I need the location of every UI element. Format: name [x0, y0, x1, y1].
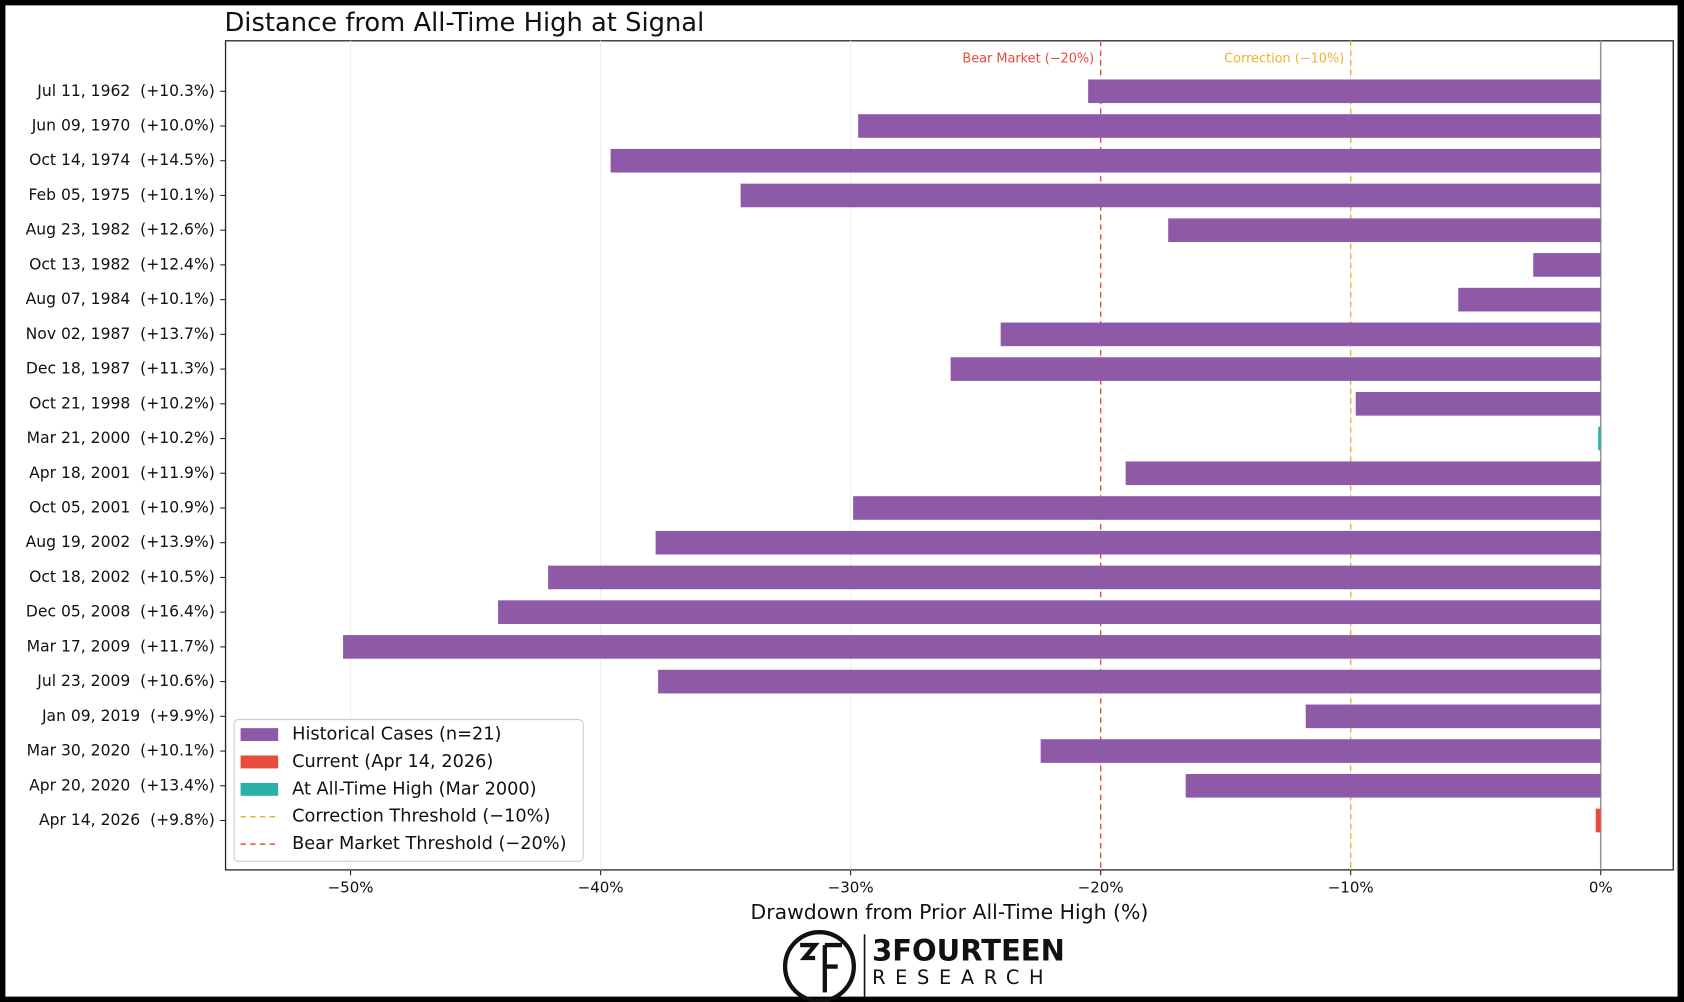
bar — [740, 183, 1601, 208]
x-tick-label: −40% — [578, 879, 624, 897]
bar — [858, 114, 1601, 138]
bar — [1598, 426, 1601, 451]
bar — [655, 530, 1601, 555]
y-tick-label: Mar 30, 2020 (+10.1%) — [27, 742, 215, 760]
y-tick-label: Aug 19, 2002 (+13.9%) — [26, 533, 215, 551]
bar — [1533, 253, 1601, 277]
reference-label: Correction (−10%) — [1224, 52, 1344, 67]
bar — [1595, 808, 1601, 833]
legend-swatch — [240, 728, 279, 742]
bar — [610, 148, 1601, 173]
legend-label: Bear Market Threshold (−20%) — [292, 834, 566, 854]
logo-sub: RESEARCH — [872, 966, 1053, 989]
legend-label: Current (Apr 14, 2026) — [292, 752, 493, 772]
bar — [498, 600, 1601, 624]
bar — [1040, 739, 1601, 763]
logo: 3FOURTEEN RESEARCH — [782, 930, 1065, 1002]
y-tick-label: Jun 09, 1970 (+10.0%) — [31, 117, 215, 135]
y-tick-label: Dec 18, 1987 (+11.3%) — [26, 360, 215, 378]
bar — [1355, 391, 1601, 416]
x-tick-label: 0% — [1589, 879, 1613, 897]
plot-area: −50% −40% −30% −20% −10% 0% Bear Market (−20%)… — [26, 40, 1674, 897]
legend-label: At All-Time High (Mar 2000) — [292, 779, 536, 799]
bar — [1458, 287, 1601, 312]
x-tick-label: −20% — [1078, 879, 1124, 897]
y-tick-label: Mar 17, 2009 (+11.7%) — [27, 637, 215, 655]
y-tick-label: Dec 05, 2008 (+16.4%) — [26, 603, 215, 621]
plot-frame — [224, 40, 1674, 871]
logo-mark — [799, 942, 842, 993]
x-tick-label: −50% — [328, 879, 374, 897]
bar — [853, 496, 1601, 520]
y-tick-label: Oct 13, 1982 (+12.4%) — [29, 255, 215, 273]
bar — [950, 357, 1601, 381]
bar — [1185, 773, 1601, 798]
bar — [1000, 322, 1601, 347]
bar — [658, 669, 1601, 694]
y-tick-label: Nov 02, 1987 (+13.7%) — [26, 325, 215, 343]
y-tick-label: Oct 21, 1998 (+10.2%) — [29, 394, 215, 412]
y-tick-label: Jul 23, 2009 (+10.6%) — [36, 672, 215, 690]
y-tick-label: Jul 11, 1962 (+10.3%) — [36, 82, 215, 100]
legend-swatch — [240, 755, 279, 769]
legend-box — [233, 719, 584, 862]
y-tick-label: Aug 23, 1982 (+12.6%) — [26, 221, 215, 239]
y-tick-label: Apr 14, 2026 (+9.8%) — [39, 811, 215, 829]
bar — [1168, 218, 1601, 242]
logo-circle — [782, 930, 856, 1002]
y-tick-label: Feb 05, 1975 (+10.1%) — [28, 186, 214, 204]
x-axis-label: Drawdown from Prior All-Time High (%) — [750, 900, 1148, 924]
bar — [343, 635, 1601, 659]
y-tick-label: Oct 14, 1974 (+14.5%) — [29, 151, 215, 169]
y-tick-label: Aug 07, 1984 (+10.1%) — [26, 290, 215, 308]
bar — [548, 565, 1601, 590]
x-tick-label: −30% — [828, 879, 874, 897]
y-tick-label: Apr 18, 2001 (+11.9%) — [29, 464, 215, 482]
logo-name: 3FOURTEEN — [872, 934, 1065, 968]
bar — [1088, 79, 1601, 104]
bar — [1305, 704, 1601, 729]
reference-label: Bear Market (−20%) — [962, 52, 1094, 67]
y-tick-label: Apr 20, 2020 (+13.4%) — [29, 776, 215, 794]
y-tick-label: Mar 21, 2000 (+10.2%) — [27, 429, 215, 447]
x-tick-label: −10% — [1328, 879, 1374, 897]
chart-title: Distance from All-Time High at Signal — [224, 8, 704, 38]
y-tick-label: Oct 05, 2001 (+10.9%) — [29, 498, 215, 516]
legend-label: Correction Threshold (−10%) — [292, 807, 550, 827]
legend-swatch — [240, 782, 279, 796]
y-tick-label: Oct 18, 2002 (+10.5%) — [29, 568, 215, 586]
y-tick-label: Jan 09, 2019 (+9.9%) — [41, 707, 215, 725]
bar — [1125, 461, 1601, 486]
legend-label: Historical Cases (n=21) — [292, 725, 501, 745]
